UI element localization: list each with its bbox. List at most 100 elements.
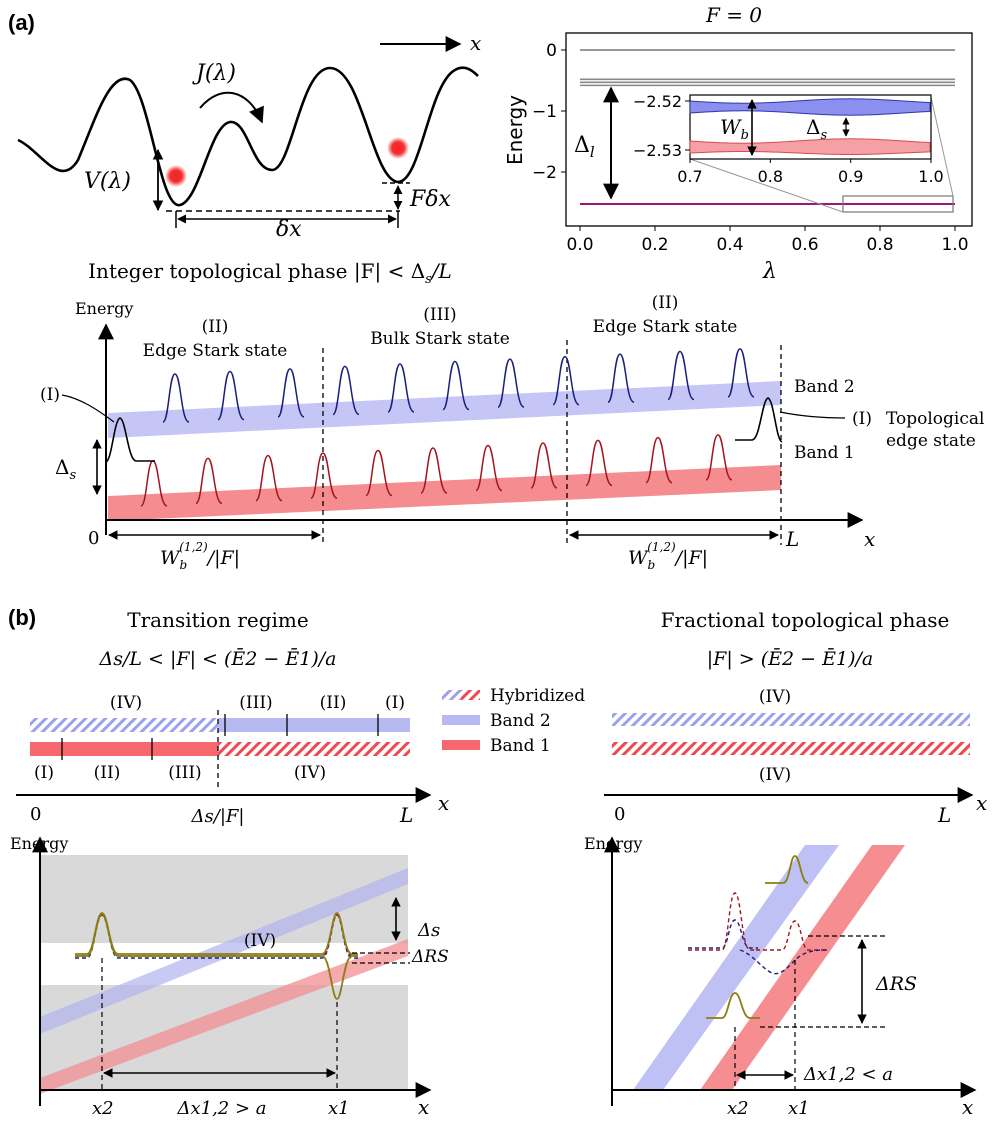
stark-pulse xyxy=(727,348,755,398)
inset-x-tick: 0.8 xyxy=(758,167,783,186)
t-band1-strip xyxy=(40,939,408,1094)
gap-l-label: Δl xyxy=(574,133,595,161)
x-tick-label: 0.6 xyxy=(791,235,818,255)
lattice-x-label: x xyxy=(470,31,481,55)
legend-band1: Band 1 xyxy=(490,736,551,756)
zoom-connector-1 xyxy=(689,158,844,213)
t-IV-mid: (IV) xyxy=(244,931,276,951)
integer-energy-label: Energy xyxy=(75,299,133,318)
stark-pulse xyxy=(277,368,305,418)
stark-pulse xyxy=(585,439,613,487)
region-II-left: (II) xyxy=(202,317,229,337)
stark-pulse xyxy=(475,444,503,492)
edge-I-right: (I) xyxy=(852,409,872,429)
fractional-phase: Fractional topological phase |F| > (Ē2 −… xyxy=(604,608,987,827)
width-label-right: Wb(1,2)/|F| xyxy=(628,540,708,572)
band1-bar-bottom xyxy=(30,742,218,756)
f-x2: x2 xyxy=(727,1098,749,1119)
t-IV-bottom: (IV) xyxy=(294,763,326,783)
inset-x-tick: 0.7 xyxy=(677,167,702,186)
band-1-strip xyxy=(108,465,781,521)
legend-band2: Band 2 xyxy=(490,711,551,731)
atom-right xyxy=(387,137,409,159)
stark-pulse xyxy=(310,452,338,499)
f-x2-label: x xyxy=(962,1095,973,1119)
legend-band2-swatch xyxy=(442,715,480,725)
x-tick-label: 0.8 xyxy=(866,235,893,255)
t-IV-top: (IV) xyxy=(110,693,142,713)
y-tick-label: −2 xyxy=(532,163,557,183)
topo-edge-label-2: edge state xyxy=(886,431,976,451)
t-x2-label: x xyxy=(418,1095,429,1119)
integer-gap-label: Δs xyxy=(55,455,76,483)
spectrum-title: F = 0 xyxy=(705,3,762,27)
region-II-right: (II) xyxy=(652,293,679,313)
x-tick-label: 1.0 xyxy=(941,235,968,255)
stark-pulse xyxy=(195,457,223,505)
x-tick-label: 0.2 xyxy=(641,235,668,255)
t-gap-label: Δs xyxy=(417,920,440,941)
lattice-potential-sketch: x J(λ) V(λ) Fδx δx xyxy=(17,31,481,242)
stark-pulse xyxy=(552,355,580,406)
zoom-connector-2 xyxy=(930,96,954,197)
tilt-label: Fδx xyxy=(409,187,452,212)
t-split: Δs/|F| xyxy=(191,806,245,827)
stark-pulse xyxy=(387,363,415,413)
legend: Hybridized Band 2 Band 1 xyxy=(442,686,585,756)
f-origin: 0 xyxy=(614,804,625,825)
t-drs-label: ΔRS xyxy=(411,947,449,967)
y-tick-label: −1 xyxy=(532,102,557,122)
hopping-label: J(λ) xyxy=(192,61,236,86)
panel-b-label: (b) xyxy=(8,605,36,630)
stark-pulse xyxy=(217,370,245,421)
band2-bar-top xyxy=(218,718,410,732)
stark-pulse xyxy=(420,447,448,494)
fractional-title: Fractional topological phase xyxy=(661,608,950,632)
f-x1: x1 xyxy=(788,1098,810,1119)
f-hybrid-blue xyxy=(612,713,970,726)
topo-edge-label-1: Topological xyxy=(886,409,984,429)
edge-stark-right: Edge Stark state xyxy=(593,317,738,337)
region-III: (III) xyxy=(423,305,456,325)
integer-origin: 0 xyxy=(88,528,99,549)
f-band1-strip xyxy=(700,845,905,1090)
inset-ticks: −2.52 −2.53 0.7 0.8 0.9 1.0 xyxy=(633,92,944,186)
integer-phase-title: Integer topological phase |F| < Δs/L xyxy=(88,259,452,287)
depth-label: V(λ) xyxy=(84,169,131,194)
zoom-box xyxy=(842,195,954,213)
inset-x-tick: 0.9 xyxy=(838,167,863,186)
hybrid-bar-bottom xyxy=(218,742,410,756)
stark-pulse xyxy=(332,365,360,416)
fractional-condition: |F| > (Ē2 − Ē1)/a xyxy=(707,647,873,670)
t-origin: 0 xyxy=(30,804,41,825)
bulk-stark: Bulk Stark state xyxy=(370,329,510,349)
integer-phase-diagram: Integer topological phase |F| < Δs/L Ene… xyxy=(40,259,984,572)
hybrid-bar-top xyxy=(30,718,218,732)
potential-curve xyxy=(17,66,479,207)
transition-title: Transition regime xyxy=(127,608,308,632)
atom-left xyxy=(165,165,187,187)
f-energy-label: Energy xyxy=(584,834,642,853)
stark-state-pulses xyxy=(140,348,755,507)
stark-pulse xyxy=(667,350,695,401)
y-tick-label: 0 xyxy=(546,41,557,61)
x-tick-label: 0.0 xyxy=(566,235,593,255)
f-IV-top: (IV) xyxy=(759,687,791,707)
t-olive-lower xyxy=(75,913,358,1000)
spectrum-ticks: 0.0 0.2 0.4 0.6 0.8 1.0 0 −1 −2 xyxy=(532,41,969,255)
t-I-bottom: (I) xyxy=(34,763,54,783)
x-tick-label: 0.4 xyxy=(716,235,743,255)
edge-I-left: (I) xyxy=(40,385,60,405)
small-gap-label: Δs xyxy=(806,115,827,143)
f-x: x xyxy=(976,791,987,815)
stark-pulse xyxy=(162,373,190,423)
inset-band-2 xyxy=(689,98,931,116)
t-energy-label: Energy xyxy=(10,834,68,853)
hopping-arrow xyxy=(199,91,264,124)
stark-pulse xyxy=(365,449,393,497)
legend-hatch-red xyxy=(461,690,480,700)
f-end: L xyxy=(937,803,951,827)
f-drs-label: ΔRS xyxy=(875,973,917,995)
spectrum-ylabel: Energy xyxy=(503,95,527,165)
